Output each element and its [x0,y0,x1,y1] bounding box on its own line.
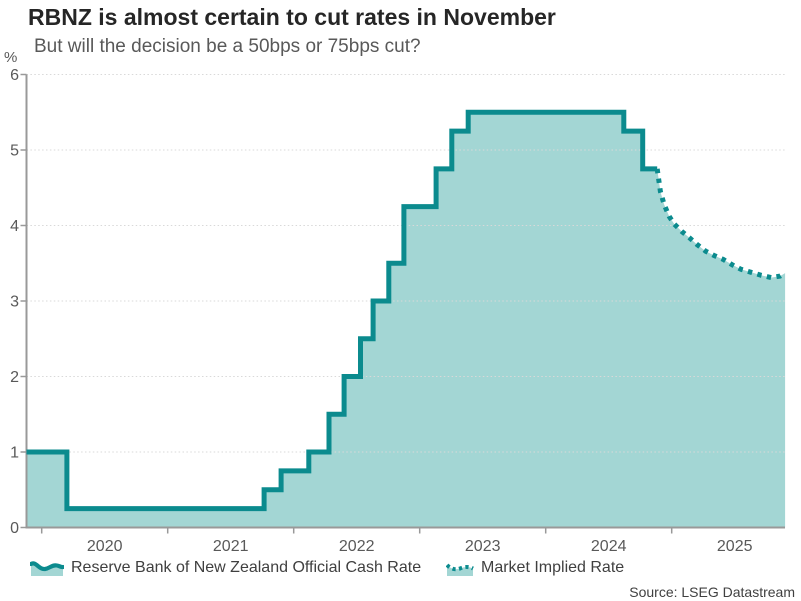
dotted-area-legend-icon [446,563,474,576]
y-tick-labels: 0 1 2 3 4 5 6 [10,67,19,537]
svg-text:6: 6 [10,67,19,84]
legend-label-ocr: Reserve Bank of New Zealand Official Cas… [71,559,422,576]
svg-text:2023: 2023 [465,538,501,555]
page-subtitle: But will the decision be a 50bps or 75bp… [34,36,421,57]
legend-item-ocr: Reserve Bank of New Zealand Official Cas… [30,559,421,577]
svg-text:2024: 2024 [591,538,627,555]
svg-text:2020: 2020 [87,538,123,555]
svg-text:2025: 2025 [717,538,753,555]
svg-text:2: 2 [10,369,19,386]
source-credit: Source: LSEG Datastream [629,584,795,600]
svg-text:0: 0 [10,520,19,537]
legend-item-implied: Market Implied Rate [446,559,624,577]
svg-text:5: 5 [10,143,19,160]
svg-text:2021: 2021 [213,538,249,555]
legend-label-implied: Market Implied Rate [481,559,625,576]
svg-text:2022: 2022 [339,538,375,555]
solid-area-legend-icon [30,561,64,576]
svg-text:4: 4 [10,218,19,235]
y-axis-unit-label: % [4,49,18,66]
area-fill [26,112,786,528]
svg-text:3: 3 [10,294,19,311]
x-tick-labels: 2020 2021 2022 2023 2024 2025 [87,538,753,555]
page-title: RBNZ is almost certain to cut rates in N… [28,4,556,30]
ocr-step-line [26,109,658,512]
svg-text:1: 1 [10,445,19,462]
